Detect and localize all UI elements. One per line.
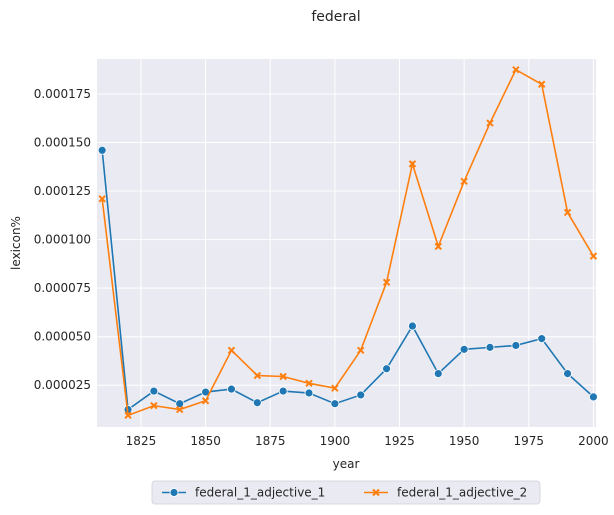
data-point [97, 145, 107, 155]
y-tick-label: 0.000150 [34, 136, 91, 150]
legend: federal_1_adjective_1 federal_1_adjective… [151, 480, 541, 505]
legend-label: federal_1_adjective_2 [397, 486, 527, 500]
x-tick-label: 1950 [449, 434, 480, 448]
data-point [330, 399, 340, 409]
series-line-2 [101, 68, 595, 417]
data-point [201, 397, 210, 405]
data-point [331, 384, 339, 392]
data-point [227, 384, 236, 394]
y-tick-label: 0.000050 [34, 330, 91, 344]
x-tick-label: 1900 [320, 434, 351, 448]
data-point [434, 242, 442, 251]
data-point [408, 160, 417, 168]
x-axis-label: year [333, 457, 360, 471]
x-tick-label: 1825 [126, 434, 157, 448]
data-point [278, 386, 288, 396]
y-tick-label: 0.000100 [34, 233, 91, 247]
data-point [149, 386, 159, 396]
data-point [537, 80, 546, 88]
x-tick-label: 1975 [514, 434, 545, 448]
chart-title: federal [311, 9, 360, 25]
y-axis: 0.000025 0.000050 0.000075 0.000100 0.000125… [34, 87, 91, 392]
data-point [253, 371, 262, 380]
data-point [356, 390, 366, 400]
data-point [382, 278, 391, 287]
data-point [279, 372, 287, 381]
data-point [150, 401, 158, 410]
data-point [382, 364, 391, 374]
data-point [537, 334, 547, 344]
grid [97, 59, 596, 427]
data-point [98, 195, 106, 203]
data-point [460, 177, 468, 186]
data-point [459, 344, 469, 354]
data-point [485, 342, 495, 352]
y-tick-label: 0.000125 [34, 184, 91, 198]
data-point [252, 398, 262, 408]
data-point [433, 369, 443, 378]
x-tick-label: 1850 [190, 434, 221, 448]
y-axis-label: lexicon% [9, 216, 23, 270]
data-point [408, 321, 417, 331]
plot-area [97, 59, 596, 427]
data-point [589, 252, 598, 260]
x-tick-label: 2000 [578, 434, 609, 448]
data-point [511, 341, 521, 350]
data-point [357, 346, 365, 355]
y-tick-label: 0.000175 [34, 87, 91, 101]
legend-box [151, 480, 541, 505]
data-point [563, 208, 572, 217]
y-tick-label: 0.000025 [34, 378, 91, 392]
data-point [563, 369, 572, 378]
data-point [304, 388, 314, 398]
data-point [175, 399, 185, 409]
data-point [305, 379, 313, 388]
series-group [97, 65, 598, 420]
legend-marker [372, 488, 380, 497]
legend-marker [169, 488, 179, 497]
data-point [486, 119, 494, 127]
legend-label: federal_1_adjective_1 [195, 486, 325, 500]
data-point [589, 392, 598, 402]
x-axis: 1825 1850 1875 1900 1925 1950 1975 2000 [126, 434, 609, 448]
x-tick-label: 1875 [255, 434, 286, 448]
x-tick-label: 1925 [384, 434, 415, 448]
data-point [124, 411, 132, 420]
data-point [512, 65, 520, 74]
data-point [176, 405, 184, 414]
y-tick-label: 0.000075 [34, 281, 91, 295]
data-point [227, 346, 236, 355]
